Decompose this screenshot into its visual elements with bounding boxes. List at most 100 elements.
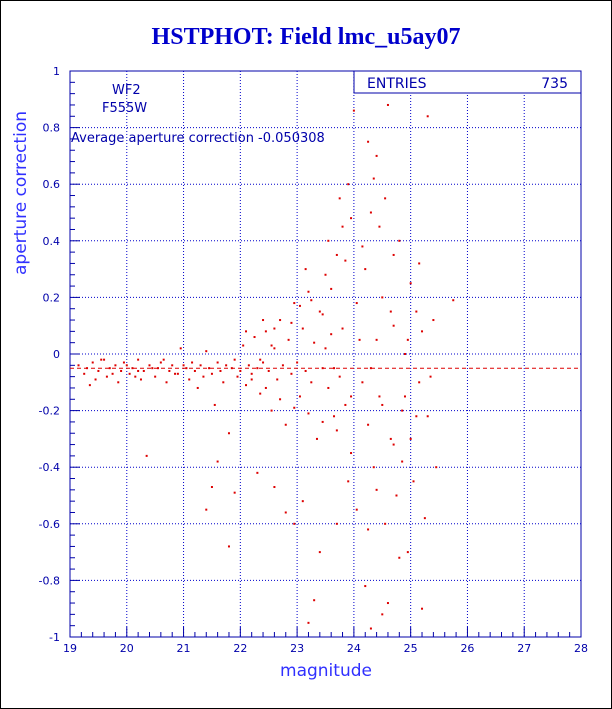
data-point	[273, 347, 276, 350]
data-point	[315, 437, 318, 440]
data-point	[392, 324, 395, 327]
data-point	[347, 183, 350, 186]
data-point	[247, 364, 250, 367]
data-point	[369, 367, 372, 370]
data-point	[372, 466, 375, 469]
data-point	[355, 302, 358, 305]
data-point	[196, 386, 199, 389]
data-point	[324, 273, 327, 276]
data-point	[426, 415, 429, 418]
y-tick-label: -0.4	[39, 461, 60, 474]
data-point	[208, 367, 211, 370]
data-point	[202, 375, 205, 378]
chart-title: HSTPHOT: Field lmc_u5ay07	[151, 24, 461, 50]
data-point	[415, 310, 418, 313]
data-point	[406, 551, 409, 554]
y-tick-label: -0.2	[39, 405, 60, 418]
data-point	[452, 299, 455, 302]
data-point	[392, 253, 395, 256]
data-point	[216, 460, 219, 463]
data-point	[88, 384, 91, 387]
data-point	[347, 480, 350, 483]
data-point	[114, 364, 117, 367]
data-point	[262, 361, 265, 364]
data-point	[307, 412, 310, 415]
data-point	[259, 358, 262, 361]
x-tick-label: 19	[63, 642, 77, 655]
data-point	[236, 375, 239, 378]
data-point	[137, 358, 140, 361]
y-axis-title: aperture correction	[11, 111, 31, 275]
data-point	[395, 494, 398, 497]
data-point	[273, 486, 276, 489]
filter-label: F555W	[102, 101, 147, 116]
data-point	[179, 347, 182, 350]
data-point	[137, 369, 140, 372]
y-tick-label: -0.6	[39, 518, 60, 531]
data-point	[128, 372, 131, 375]
data-point	[205, 350, 208, 353]
data-point	[145, 454, 148, 457]
y-tick-label: 0	[53, 348, 60, 361]
data-point	[403, 353, 406, 355]
data-point	[318, 310, 321, 313]
data-point	[321, 367, 324, 370]
x-tick-label: 23	[290, 642, 304, 655]
data-point	[273, 327, 276, 330]
data-point	[352, 109, 355, 112]
x-tick-label: 26	[460, 642, 474, 655]
data-point	[426, 115, 429, 118]
data-point	[262, 319, 265, 322]
data-point	[421, 607, 424, 610]
data-point	[293, 302, 296, 305]
x-tick-label: 25	[404, 642, 418, 655]
data-point	[301, 327, 304, 330]
data-point	[94, 378, 97, 381]
data-point	[193, 369, 196, 372]
data-point	[279, 319, 282, 322]
data-point	[151, 367, 154, 370]
data-point	[290, 372, 293, 375]
data-point	[293, 406, 296, 409]
data-point	[205, 508, 208, 511]
data-point	[313, 599, 316, 602]
data-point	[327, 239, 330, 242]
data-point	[176, 372, 179, 375]
data-point	[264, 330, 267, 333]
data-point	[222, 381, 225, 384]
data-point	[344, 403, 347, 406]
data-point	[375, 488, 378, 491]
data-point	[276, 378, 279, 381]
data-point	[429, 375, 432, 378]
data-point	[375, 154, 378, 157]
data-point	[409, 282, 412, 285]
data-point	[281, 364, 284, 367]
data-point	[321, 420, 324, 423]
data-point	[105, 375, 108, 378]
data-point	[330, 333, 333, 336]
data-point	[216, 361, 219, 364]
y-tick-label: 0.6	[43, 178, 61, 191]
data-point	[210, 372, 213, 375]
data-point	[327, 386, 330, 389]
data-point	[185, 367, 188, 370]
data-point	[381, 613, 384, 616]
y-tick-label: 0.2	[43, 291, 61, 304]
data-point	[418, 262, 421, 265]
data-point	[250, 378, 253, 381]
data-point	[227, 545, 230, 548]
data-point	[298, 304, 301, 307]
x-tick-label: 27	[517, 642, 531, 655]
stats-entries-label: ENTRIES	[367, 76, 427, 92]
data-point	[117, 381, 120, 384]
data-point	[290, 321, 293, 324]
data-point	[350, 395, 353, 398]
x-tick-label: 24	[347, 642, 361, 655]
data-point	[233, 491, 236, 494]
data-point	[125, 364, 128, 367]
data-point	[270, 344, 273, 347]
data-point	[199, 364, 202, 367]
data-point	[86, 367, 89, 370]
